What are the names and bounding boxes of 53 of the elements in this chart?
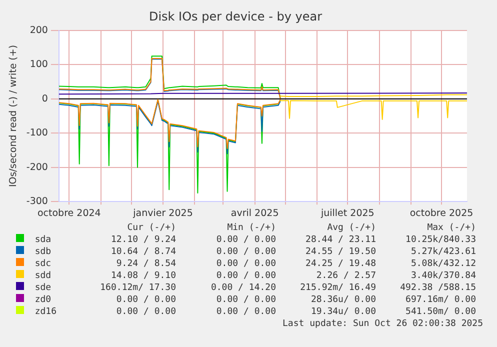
legend-label: zd16 [34,306,58,318]
x-tick-label: juillet 2025 [320,208,374,219]
text: 541.50m/ 0.00 [404,306,476,318]
text: 2.26 / 2.57 [315,270,376,282]
text: 160.12m/ 17.30 [99,282,176,294]
text: 0.00 / 0.00 [115,294,176,306]
text: 3.40k/370.84 [410,270,476,282]
text: 5.08k/432.12 [410,258,476,270]
text: Cur (-/+) [126,222,176,234]
text: 10.64 / 8.74 [110,246,176,258]
text: 0.00 / 0.00 [215,294,276,306]
legend-label: sdc [34,258,52,270]
chart-title: Disk IOs per device - by year [148,9,322,24]
x-tick-label: janvier 2025 [132,208,193,219]
text: 9.24 / 8.54 [115,258,176,270]
text: 14.08 / 9.10 [110,270,176,282]
text: Max (-/+) [426,222,476,234]
y-axis-title: IOs/second read (-) / write (+) [8,44,20,188]
y-tick-label: 200 [30,24,48,36]
legend-label: sdb [34,246,52,258]
text: 0.00 / 0.00 [215,258,276,270]
text: 28.44 / 23.11 [304,234,376,246]
y-tick-label: 0 [42,93,48,104]
text: 0.00 / 0.00 [215,270,276,282]
text: 5.27k/423.61 [410,246,476,258]
text: Avg (-/+) [326,222,376,234]
legend-label: zd0 [34,294,52,306]
text: Min (-/+) [226,222,276,234]
text: 12.10 / 9.24 [110,234,176,246]
y-tick-label: -300 [26,196,48,208]
text: 697.16m/ 0.00 [404,294,476,306]
x-tick-label: avril 2025 [230,208,279,219]
x-tick-label: octobre 2024 [37,208,101,219]
text: 28.36u/ 0.00 [310,294,376,306]
y-tick-label: 100 [30,59,48,70]
text: 19.34u/ 0.00 [310,306,376,318]
x-tick-label: octobre 2025 [410,208,474,219]
legend-label: sde [34,282,52,294]
text: 0.00 / 0.00 [115,306,176,318]
y-tick-label: -200 [26,162,48,173]
text: 0.00 / 0.00 [215,306,276,318]
text: 492.38 /588.15 [399,282,476,294]
text: 10.25k/840.33 [404,234,476,246]
text: 0.00 / 14.20 [210,282,276,294]
text: 0.00 / 0.00 [215,246,276,258]
text: 24.25 / 19.48 [304,258,376,270]
y-tick-label: -100 [26,128,48,139]
text: 0.00 / 0.00 [215,234,276,246]
text: 24.55 / 19.50 [304,246,376,258]
text: 215.92m/ 16.49 [299,282,376,294]
text: Last update: Sun Oct 26 02:00:38 2025 [282,318,484,330]
legend-label: sdd [34,270,52,282]
legend-label: sda [34,234,52,246]
